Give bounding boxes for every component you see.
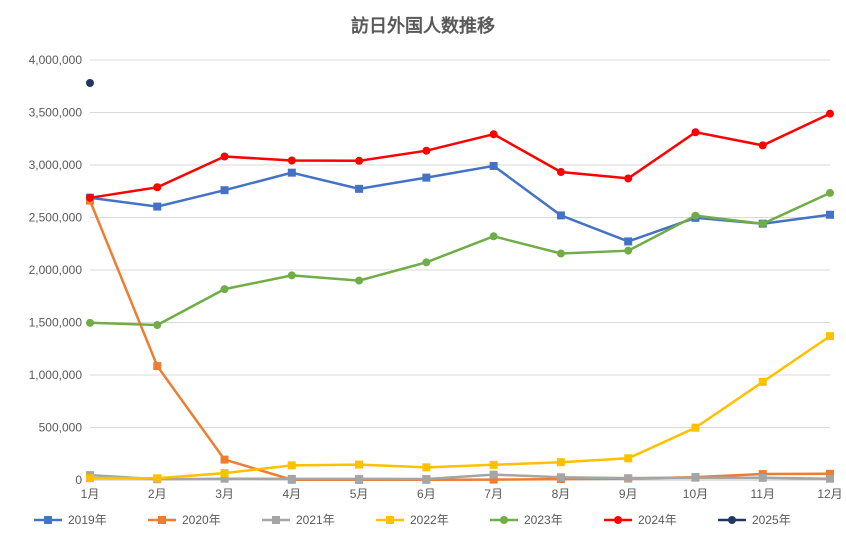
legend-label: 2024年	[638, 513, 677, 527]
series-marker	[490, 232, 498, 240]
series-marker	[221, 456, 229, 464]
series-marker	[759, 474, 767, 482]
series-marker	[759, 141, 767, 149]
series-marker	[153, 362, 161, 370]
y-tick-label: 2,500,000	[29, 211, 83, 225]
series-marker	[355, 277, 363, 285]
series-marker	[826, 110, 834, 118]
series-marker	[826, 189, 834, 197]
y-tick-label: 3,000,000	[29, 158, 83, 172]
series-marker	[557, 211, 565, 219]
series-marker	[490, 162, 498, 170]
series-marker	[422, 475, 430, 483]
series-marker	[624, 454, 632, 462]
series-marker	[759, 220, 767, 228]
series-marker	[288, 461, 296, 469]
y-tick-label: 1,500,000	[29, 316, 83, 330]
chart-container: 訪日外国人数推移 0 500,000 1,000,000 1,500,000 2,000,…	[0, 0, 846, 555]
series-marker	[826, 332, 834, 340]
series-marker	[624, 237, 632, 245]
series-marker	[826, 475, 834, 483]
y-tick-label: 3,500,000	[29, 106, 83, 120]
legend-label: 2019年	[68, 513, 107, 527]
series-marker	[86, 194, 94, 202]
series-marker	[422, 463, 430, 471]
series-marker	[288, 271, 296, 279]
series-marker	[86, 474, 94, 482]
series-marker	[826, 211, 834, 219]
chart-title: 訪日外国人数推移	[351, 15, 495, 36]
series-marker	[288, 475, 296, 483]
series-marker	[624, 247, 632, 255]
legend-label: 2021年	[296, 513, 335, 527]
series-marker	[153, 183, 161, 191]
series-marker	[691, 128, 699, 136]
x-tick-label: 8月	[552, 487, 571, 501]
y-tick-label: 1,000,000	[29, 368, 83, 382]
series-marker	[288, 156, 296, 164]
x-tick-label: 6月	[417, 487, 436, 501]
y-tick-label: 500,000	[39, 421, 83, 435]
series-marker	[355, 185, 363, 193]
series-marker	[691, 474, 699, 482]
series-marker	[691, 424, 699, 432]
series-marker	[557, 168, 565, 176]
series-marker	[422, 258, 430, 266]
series-marker	[355, 461, 363, 469]
series-marker	[221, 186, 229, 194]
y-tick-label: 4,000,000	[29, 53, 83, 67]
series-marker	[221, 152, 229, 160]
series-marker	[153, 321, 161, 329]
x-tick-label: 12月	[817, 487, 842, 501]
x-tick-label: 4月	[282, 487, 301, 501]
series-marker	[355, 475, 363, 483]
series-marker	[422, 174, 430, 182]
y-tick-label: 2,000,000	[29, 263, 83, 277]
series-marker	[221, 469, 229, 477]
series-marker	[759, 378, 767, 386]
x-tick-label: 10月	[683, 487, 708, 501]
series-marker	[490, 461, 498, 469]
x-tick-label: 3月	[215, 487, 234, 501]
series-marker	[355, 157, 363, 165]
series-marker	[624, 174, 632, 182]
legend-label: 2022年	[410, 513, 449, 527]
chart-svg: 訪日外国人数推移 0 500,000 1,000,000 1,500,000 2,000,…	[0, 0, 846, 555]
series-marker	[691, 212, 699, 220]
x-tick-label: 11月	[750, 487, 774, 501]
x-tick-label: 2月	[148, 487, 167, 501]
x-tick-label: 1月	[81, 487, 100, 501]
series-marker	[86, 79, 94, 87]
series-marker	[86, 319, 94, 327]
legend-label: 2020年	[182, 513, 221, 527]
series-marker	[221, 285, 229, 293]
x-tick-label: 5月	[350, 487, 369, 501]
legend-label: 2025年	[752, 513, 791, 527]
series-marker	[422, 147, 430, 155]
series-marker	[557, 473, 565, 481]
series-marker	[624, 474, 632, 482]
series-marker	[153, 474, 161, 482]
series-marker	[557, 458, 565, 466]
series-marker	[490, 130, 498, 138]
series-marker	[490, 471, 498, 479]
series-marker	[557, 250, 565, 258]
legend-label: 2023年	[524, 513, 563, 527]
x-tick-label: 7月	[484, 487, 503, 501]
series-marker	[288, 169, 296, 177]
y-tick-label: 0	[75, 473, 82, 487]
x-tick-label: 9月	[619, 487, 638, 501]
series-marker	[153, 203, 161, 211]
